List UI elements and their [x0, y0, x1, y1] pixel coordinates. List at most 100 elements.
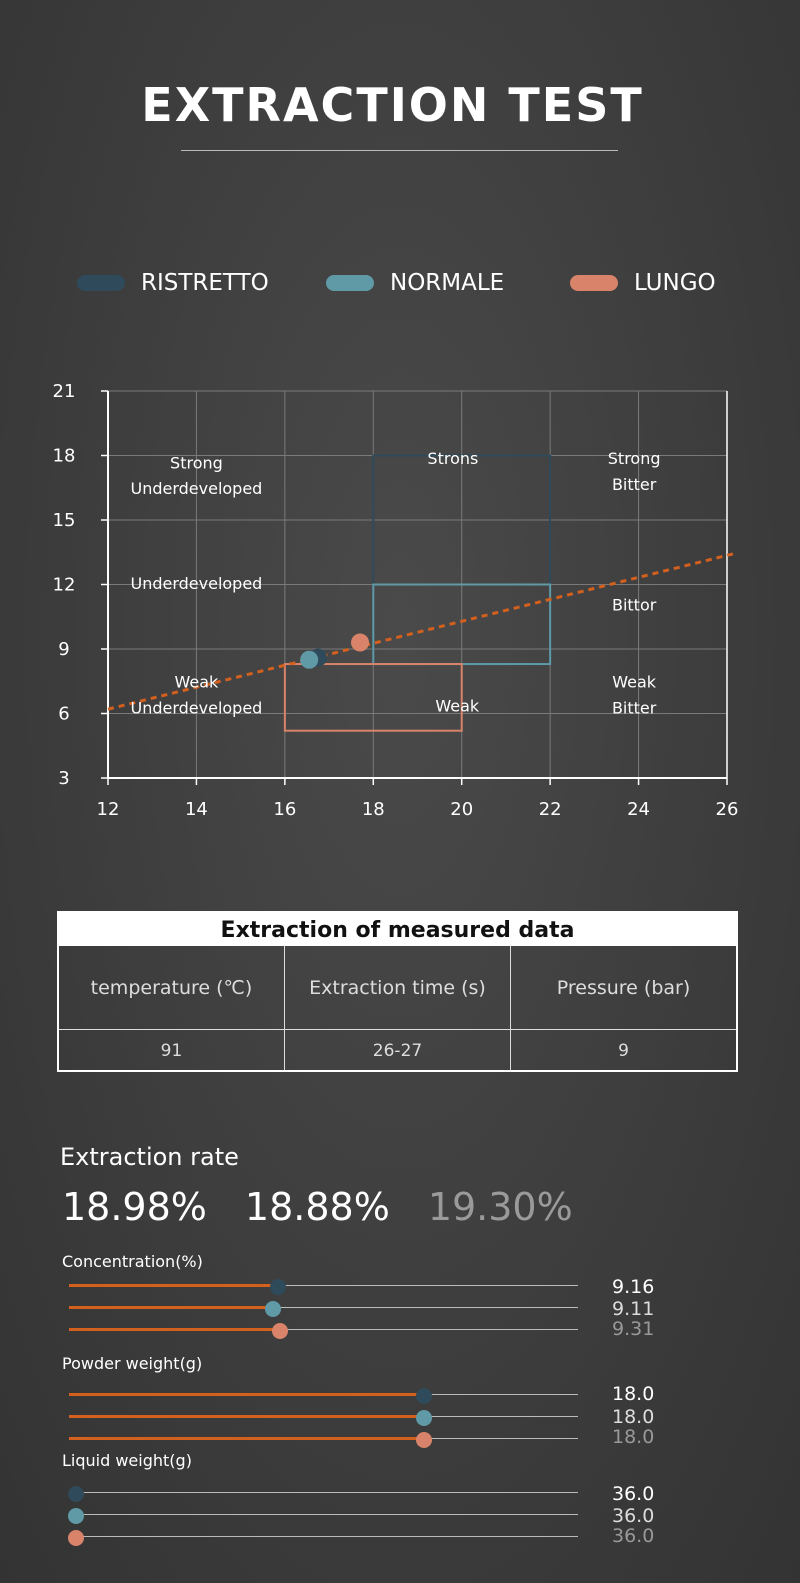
slider-thumb[interactable]	[67, 1530, 84, 1546]
point-normale	[300, 650, 319, 669]
legend-item-normale: NORMALE	[326, 270, 504, 296]
x-tick-label: 20	[450, 799, 473, 820]
liquid-slider-ristretto[interactable]	[67, 1486, 578, 1502]
slider-fill	[69, 1393, 425, 1396]
zone-annotation: Bittor	[612, 595, 657, 614]
slider-thumb[interactable]	[264, 1301, 281, 1317]
slider-thumb[interactable]	[272, 1323, 289, 1339]
concentration-slider-normale[interactable]	[69, 1301, 578, 1317]
slider-track	[69, 1492, 578, 1493]
x-tick-label: 22	[539, 799, 562, 820]
liquid-value-ristretto: 36.0	[612, 1483, 655, 1505]
slider-thumb[interactable]	[269, 1279, 286, 1295]
legend-item-ristretto: RISTRETTO	[77, 270, 269, 296]
zone-annotation: Strong	[170, 453, 223, 472]
header-pressure: Pressure (bar)	[556, 976, 691, 999]
x-tick-label: 16	[273, 799, 296, 820]
y-tick-label: 12	[53, 575, 76, 596]
x-tick-label: 18	[362, 799, 385, 820]
slider-track	[69, 1514, 578, 1515]
header-temperature: temperature (℃)	[59, 946, 285, 1029]
powder-value-ristretto: 18.0	[612, 1383, 655, 1405]
slider-thumb[interactable]	[416, 1432, 433, 1448]
liquid-value-lungo: 36.0	[612, 1525, 655, 1547]
slider-thumb[interactable]	[416, 1410, 433, 1426]
zone-annotation: Weak	[175, 673, 220, 692]
powder-weight-label: Powder weight(g)	[62, 1354, 203, 1373]
slider-thumb[interactable]	[416, 1388, 433, 1404]
zone-lungo	[283, 663, 463, 732]
concentration-value-ristretto: 9.16	[612, 1276, 655, 1298]
zone-annotation: Weak	[435, 696, 480, 715]
zone-annotation: Underdeveloped	[130, 479, 262, 498]
legend-label-normale: NORMALE	[390, 270, 505, 296]
legend-swatch-normale	[326, 275, 374, 291]
slider-track	[69, 1536, 578, 1537]
value-pressure: 9	[618, 1040, 629, 1061]
rate-lungo: 19.30%	[427, 1185, 573, 1229]
value-extraction-time: 26-27	[285, 1030, 511, 1071]
zone-annotation: Underdeveloped	[130, 574, 262, 593]
liquid-value-normale: 36.0	[612, 1505, 655, 1527]
rate-normale: 18.88%	[244, 1185, 390, 1229]
x-tick-label: 14	[185, 799, 208, 820]
powder-slider-normale[interactable]	[69, 1410, 578, 1426]
point-lungo	[351, 633, 370, 652]
y-tick-label: 6	[58, 704, 69, 725]
slider-track	[69, 1329, 578, 1330]
concentration-value-normale: 9.11	[612, 1298, 655, 1320]
chart-legend: RISTRETTO NORMALE LUNGO	[0, 270, 800, 300]
y-tick-label: 3	[58, 768, 69, 789]
zone-annotation: Weak	[612, 673, 657, 692]
x-tick-label: 12	[97, 799, 120, 820]
slider-fill	[69, 1328, 281, 1331]
table-header-row: temperature (℃) Extraction time (s) Pres…	[59, 946, 736, 1030]
zone-annotation: Underdeveloped	[130, 699, 262, 718]
powder-value-normale: 18.0	[612, 1406, 655, 1428]
legend-swatch-ristretto	[77, 275, 125, 291]
slider-track	[69, 1307, 578, 1308]
zone-annotation: Strons	[427, 449, 478, 468]
value-temperature: 91	[59, 1030, 285, 1071]
powder-slider-lungo[interactable]	[69, 1432, 578, 1448]
y-tick-label: 15	[53, 510, 76, 531]
slider-fill	[69, 1306, 273, 1309]
concentration-label: Concentration(%)	[62, 1252, 203, 1271]
trend-line	[107, 551, 736, 711]
extraction-rate-label: Extraction rate	[60, 1143, 239, 1171]
liquid-slider-lungo[interactable]	[67, 1530, 578, 1546]
liquid-weight-label: Liquid weight(g)	[62, 1451, 192, 1470]
concentration-value-lungo: 9.31	[612, 1318, 655, 1340]
extraction-chart: 12 14 16 18 20 22 24 26 3 6 9 12 15 18 21 Strong Underde…	[53, 381, 739, 820]
zone-annotation: Strong	[608, 449, 661, 468]
table-title: Extraction of measured data	[59, 913, 736, 946]
legend-item-lungo: LUNGO	[570, 270, 716, 296]
slider-thumb[interactable]	[67, 1508, 84, 1524]
powder-value-lungo: 18.0	[612, 1426, 655, 1448]
legend-swatch-lungo	[570, 275, 618, 291]
rate-ristretto: 18.98%	[62, 1185, 207, 1229]
concentration-slider-ristretto[interactable]	[69, 1279, 578, 1295]
measured-data-table: Extraction of measured data temperature …	[57, 911, 738, 1072]
x-tick-label: 24	[627, 799, 650, 820]
table-value-row: 91 26-27 9	[59, 1030, 736, 1071]
y-tick-label: 9	[58, 639, 69, 660]
x-tick-label: 26	[716, 799, 739, 820]
concentration-slider-lungo[interactable]	[69, 1323, 578, 1339]
powder-slider-ristretto[interactable]	[69, 1388, 578, 1404]
y-tick-label: 18	[53, 446, 76, 467]
slider-thumb[interactable]	[67, 1486, 84, 1502]
header-extraction-time: Extraction time (s)	[285, 946, 511, 1029]
title-divider	[181, 150, 618, 151]
slider-fill	[69, 1415, 425, 1418]
slider-track	[69, 1285, 578, 1286]
page-title: EXTRACTION TEST	[141, 78, 644, 132]
slider-fill	[69, 1284, 278, 1287]
extraction-rate-values: 18.98% 18.88% 19.30%	[62, 1185, 611, 1229]
slider-fill	[69, 1437, 425, 1440]
legend-label-lungo: LUNGO	[634, 270, 716, 296]
y-tick-label: 21	[53, 381, 76, 402]
liquid-slider-normale[interactable]	[67, 1508, 578, 1524]
zone-annotation: Bitter	[612, 475, 657, 494]
zone-annotation: Bitter	[612, 699, 657, 718]
